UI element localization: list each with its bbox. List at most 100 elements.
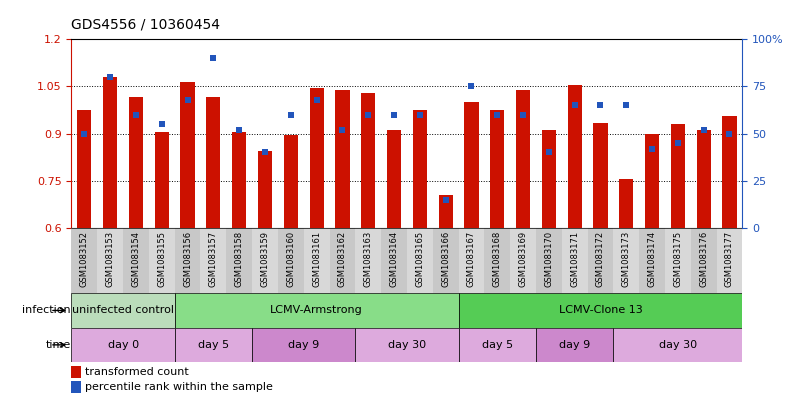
Text: day 0: day 0	[107, 340, 139, 350]
Text: day 9: day 9	[559, 340, 590, 350]
Text: uninfected control: uninfected control	[72, 305, 174, 316]
Text: GSM1083177: GSM1083177	[725, 231, 734, 287]
Text: GDS4556 / 10360454: GDS4556 / 10360454	[71, 17, 221, 31]
Bar	[77, 110, 91, 228]
Text: GSM1083162: GSM1083162	[338, 231, 347, 287]
Bar	[278, 228, 303, 293]
Bar	[516, 90, 530, 228]
Text: GSM1083159: GSM1083159	[260, 231, 269, 287]
Bar	[356, 328, 458, 362]
Text: time: time	[45, 340, 71, 350]
Bar	[562, 228, 588, 293]
Bar	[71, 293, 175, 328]
Bar	[283, 135, 298, 228]
Bar	[252, 228, 278, 293]
Text: GSM1083170: GSM1083170	[545, 231, 553, 287]
Bar	[356, 228, 381, 293]
Bar	[71, 328, 175, 362]
Bar	[639, 228, 665, 293]
Bar	[226, 228, 252, 293]
Text: GSM1083174: GSM1083174	[648, 231, 657, 287]
Text: LCMV-Armstrong: LCMV-Armstrong	[270, 305, 363, 316]
Bar	[200, 228, 226, 293]
Text: GSM1083167: GSM1083167	[467, 231, 476, 287]
Bar	[691, 228, 716, 293]
Text: GSM1083160: GSM1083160	[287, 231, 295, 287]
Bar	[536, 328, 613, 362]
Bar	[619, 179, 634, 228]
Text: day 5: day 5	[482, 340, 513, 350]
Bar	[310, 88, 324, 228]
Bar	[433, 228, 459, 293]
Bar	[129, 97, 143, 228]
Bar	[123, 228, 149, 293]
Text: GSM1083154: GSM1083154	[132, 231, 141, 287]
Bar	[665, 228, 691, 293]
Text: GSM1083157: GSM1083157	[209, 231, 218, 287]
Bar	[330, 228, 356, 293]
Bar	[175, 328, 252, 362]
Bar	[232, 132, 246, 228]
Bar	[381, 228, 407, 293]
Bar	[671, 124, 685, 228]
Bar	[206, 97, 221, 228]
Bar	[484, 228, 511, 293]
Text: GSM1083152: GSM1083152	[80, 231, 89, 287]
Bar	[103, 77, 118, 228]
Bar	[593, 123, 607, 228]
Bar	[464, 102, 479, 228]
Bar	[407, 228, 433, 293]
Bar	[696, 130, 711, 228]
Bar	[613, 228, 639, 293]
Text: GSM1083171: GSM1083171	[570, 231, 579, 287]
Text: GSM1083156: GSM1083156	[183, 231, 192, 287]
Bar	[510, 228, 536, 293]
Bar	[175, 293, 459, 328]
Bar	[155, 132, 169, 228]
Text: GSM1083168: GSM1083168	[493, 231, 502, 287]
Bar	[97, 228, 123, 293]
Text: GSM1083163: GSM1083163	[364, 231, 372, 287]
Bar	[71, 366, 81, 378]
Bar	[568, 85, 582, 228]
Text: GSM1083165: GSM1083165	[415, 231, 424, 287]
Text: day 5: day 5	[198, 340, 229, 350]
Text: day 30: day 30	[387, 340, 426, 350]
Bar	[335, 90, 349, 228]
Text: GSM1083166: GSM1083166	[441, 231, 450, 287]
Bar	[716, 228, 742, 293]
Bar	[536, 228, 561, 293]
Bar	[645, 134, 659, 228]
Bar	[413, 110, 427, 228]
Text: GSM1083172: GSM1083172	[596, 231, 605, 287]
Bar	[459, 228, 484, 293]
Text: GSM1083153: GSM1083153	[106, 231, 114, 287]
Text: GSM1083176: GSM1083176	[700, 231, 708, 287]
Text: transformed count: transformed count	[85, 367, 189, 377]
Text: GSM1083164: GSM1083164	[390, 231, 399, 287]
Bar	[387, 130, 401, 228]
Bar	[459, 293, 742, 328]
Bar	[613, 328, 742, 362]
Text: GSM1083158: GSM1083158	[235, 231, 244, 287]
Bar	[71, 381, 81, 393]
Text: GSM1083175: GSM1083175	[673, 231, 682, 287]
Bar	[459, 328, 536, 362]
Bar	[71, 228, 97, 293]
Bar	[438, 195, 453, 228]
Bar	[588, 228, 613, 293]
Text: day 9: day 9	[288, 340, 319, 350]
Text: GSM1083161: GSM1083161	[312, 231, 321, 287]
Bar	[180, 82, 195, 228]
Text: GSM1083155: GSM1083155	[157, 231, 166, 287]
Bar	[490, 110, 504, 228]
Text: percentile rank within the sample: percentile rank within the sample	[85, 382, 273, 392]
Bar	[149, 228, 175, 293]
Text: day 30: day 30	[659, 340, 697, 350]
Bar	[361, 93, 376, 228]
Text: infection: infection	[22, 305, 71, 316]
Bar	[258, 151, 272, 228]
Bar	[175, 228, 200, 293]
Bar	[252, 328, 355, 362]
Bar	[542, 130, 556, 228]
